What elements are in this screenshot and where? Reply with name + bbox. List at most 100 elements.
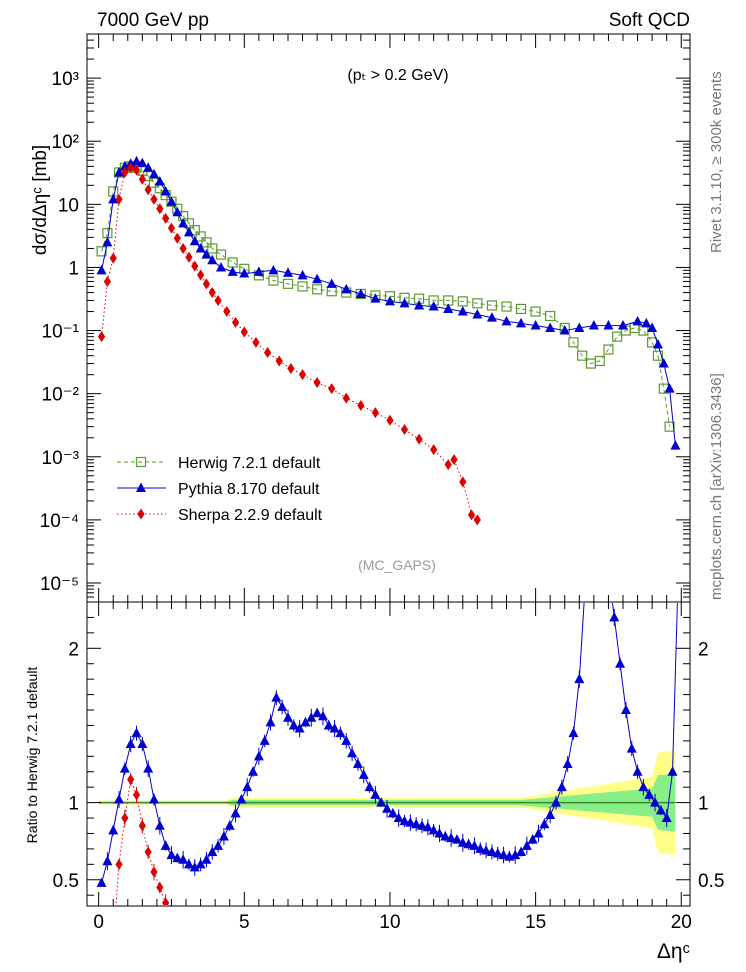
legend-marker (136, 482, 146, 492)
ratio-pythia-point (341, 735, 352, 745)
ratio-pythia-point (195, 858, 206, 869)
main-herwig-point (268, 275, 279, 286)
ratio-pythia-point (399, 815, 410, 826)
main-herwig-point (664, 421, 675, 432)
main-sherpa-point (386, 414, 394, 426)
ratio-pythia-point (224, 820, 235, 830)
ratio-panel: 0.5 0.5 1 1 2 2 0 5 10 15 20 Ratio to Herwig 7.2.… (24, 601, 724, 963)
ratio-pythia-point (236, 794, 247, 804)
main-sherpa-point (444, 459, 452, 471)
main-herwig-point (603, 344, 614, 355)
ratio-pythia-point (149, 794, 159, 804)
ratio-pythia-point (457, 837, 468, 847)
main-sherpa-point (208, 287, 216, 299)
ratio-pythia-point (556, 781, 567, 792)
ratio-sherpa-point (156, 881, 164, 893)
main-sherpa-point (191, 260, 199, 272)
main-pythia-point (588, 320, 599, 330)
ratio-pythia-point (259, 735, 270, 745)
ratio-frame (86, 601, 691, 907)
main-herwig-point (568, 337, 579, 348)
main-pythia-point (399, 297, 410, 308)
main-pythia-point (559, 325, 570, 335)
main-pythia-point (189, 235, 200, 246)
ratio-pythia-point (510, 849, 521, 860)
main-sherpa-point (150, 193, 158, 205)
ratio-sherpa-series (115, 772, 170, 905)
ratio-pythia-point (335, 727, 346, 738)
ratio-pythia-point (428, 824, 439, 835)
main-herwig-point (312, 284, 323, 295)
main-herwig-point (215, 249, 227, 260)
side-label-source: mcplots.cern.ch [arXiv:1306.3436] (708, 373, 725, 600)
main-sherpa-point (275, 355, 283, 367)
ratio-pythia-point (137, 738, 148, 748)
ratio-pythia-point (160, 840, 171, 850)
main-pythia-point (143, 162, 154, 172)
ratio-pythia-point (562, 758, 573, 769)
ratio-pythia-point (271, 692, 282, 702)
ratio-pythia-point (347, 747, 358, 758)
ratio-ytick-label-right: 0.5 (698, 871, 724, 892)
main-sherpa-point (231, 316, 240, 328)
ratio-pythia-point (463, 838, 474, 849)
ratio-sherpa-point (138, 820, 146, 832)
ratio-pythia-point (382, 803, 393, 813)
ratio-pythia-point (475, 843, 486, 853)
ratio-xtick-label: 5 (239, 912, 250, 933)
ratio-ytick-label: 1 (68, 794, 79, 815)
ratio-pythia-point (108, 824, 119, 835)
ratio-sherpa-point (121, 812, 129, 824)
ratio-pythia-point (492, 848, 503, 858)
ratio-pythia-point (638, 781, 649, 792)
ratio-pythia-point (393, 812, 404, 823)
ratio-pythia-point (119, 763, 130, 773)
main-pythia-point (160, 185, 171, 196)
ratio-pythia-point (574, 673, 585, 684)
main-herwig-point (486, 300, 498, 311)
main-sherpa-point (115, 193, 123, 205)
main-sherpa-point (156, 203, 164, 215)
ratio-pythia-point (551, 797, 561, 807)
ratio-pythia-point (539, 818, 550, 829)
ratio-sherpa-point (162, 897, 170, 905)
main-pythia-point (472, 308, 483, 319)
main-sherpa-point (173, 232, 181, 244)
ratio-pythia-point (306, 712, 317, 722)
main-herwig-point (585, 358, 597, 369)
main-pythia-point (178, 217, 189, 228)
ratio-pythia-point (358, 769, 369, 779)
main-herwig-point (326, 286, 337, 297)
ratio-sherpa-point (150, 866, 158, 878)
cut-label: (pₜ > 0.2 GeV) (347, 67, 448, 84)
main-ytick-label: 10⁻² (42, 385, 80, 406)
main-pythia-point (652, 339, 663, 349)
main-pythia-point (312, 273, 323, 284)
ratio-pythia-point (277, 701, 288, 711)
ratio-pythia-point (417, 820, 427, 830)
main-pythia-point (239, 268, 250, 278)
ratio-pythia-point (615, 658, 626, 668)
main-sherpa-point (328, 383, 336, 395)
side-label-events: Rivet 3.1.10, ≥ 300k events (708, 71, 725, 253)
main-pythia-point (370, 293, 381, 303)
main-pythia-point (516, 317, 527, 328)
main-sherpa-point (132, 164, 141, 176)
main-pythia-point (647, 322, 658, 332)
ratio-xtick-label: 20 (671, 912, 692, 933)
ratio-pythia-point (650, 797, 661, 807)
ratio-pythia-point (644, 789, 655, 799)
main-herwig-point (515, 303, 527, 315)
legend-label: Herwig 7.2.1 default (178, 455, 321, 472)
ratio-pythia-point (265, 716, 276, 727)
main-herwig-point (457, 296, 468, 307)
ratio-ytick-label: 2 (68, 639, 79, 660)
main-sherpa-point (342, 392, 350, 404)
ratio-pythia-point (253, 750, 264, 761)
main-sherpa-point (450, 454, 458, 466)
ratio-pythia-point (469, 840, 480, 850)
main-sherpa-point (298, 369, 307, 381)
main-herwig-point (96, 246, 107, 257)
ratio-ylabel: Ratio to Herwig 7.2.1 default (24, 667, 40, 844)
main-herwig-point (594, 355, 605, 367)
